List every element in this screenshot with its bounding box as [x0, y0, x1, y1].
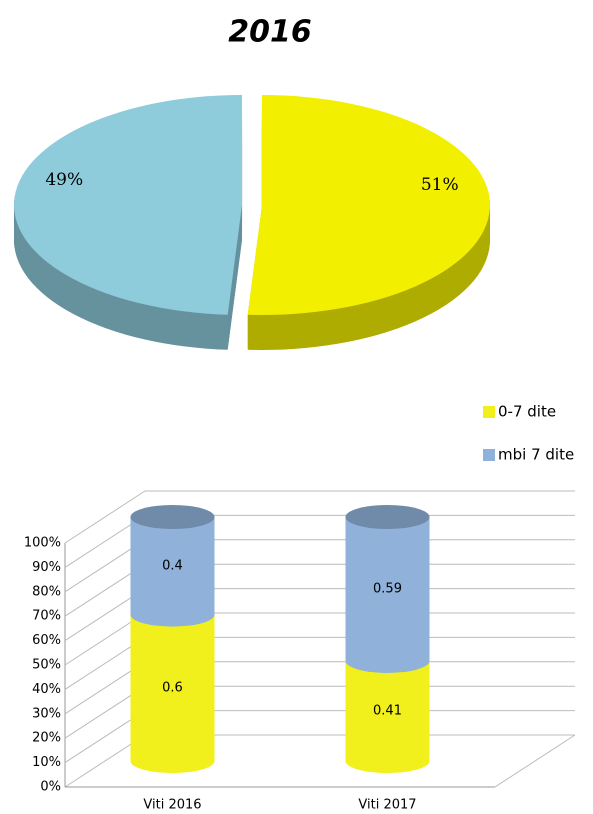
- y-tick-label: 40%: [32, 682, 61, 697]
- y-tick-label: 90%: [32, 560, 61, 575]
- x-tick-label: Viti 2016: [143, 798, 201, 813]
- bar-segment: [130, 517, 215, 627]
- data-label: 49%: [45, 170, 83, 190]
- pie-slice: [14, 95, 243, 315]
- y-tick-label: 20%: [32, 731, 61, 746]
- chart-title: 2016: [228, 15, 312, 50]
- y-tick-label: 0%: [40, 780, 61, 795]
- bar-segment: [345, 660, 430, 774]
- y-tick-label: 80%: [32, 584, 61, 599]
- legend-label: mbi 7 dite: [498, 446, 574, 464]
- grid-line: [64, 490, 146, 544]
- data-label: 51%: [421, 175, 459, 195]
- y-tick-label: 100%: [24, 536, 61, 551]
- bar-segment: [345, 517, 430, 673]
- y-tick-label: 30%: [32, 706, 61, 721]
- y-tick-label: 50%: [32, 658, 61, 673]
- bar-segment: [130, 614, 215, 774]
- pie-slice: [247, 95, 490, 315]
- legend-label: 0-7 dite: [498, 403, 556, 421]
- legend-swatch: [483, 406, 495, 418]
- data-label: 0.41: [373, 703, 402, 718]
- data-label: 0.6: [162, 680, 183, 695]
- y-tick-label: 60%: [32, 633, 61, 648]
- x-tick-label: Viti 2017: [358, 798, 416, 813]
- legend-swatch: [483, 449, 495, 461]
- data-label: 0.4: [162, 558, 183, 573]
- y-tick-label: 70%: [32, 609, 61, 624]
- bar-top: [130, 505, 215, 529]
- floor-edge: [494, 734, 576, 788]
- y-tick-label: 10%: [32, 755, 61, 770]
- data-label: 0.59: [373, 581, 402, 596]
- bar-top: [345, 505, 430, 529]
